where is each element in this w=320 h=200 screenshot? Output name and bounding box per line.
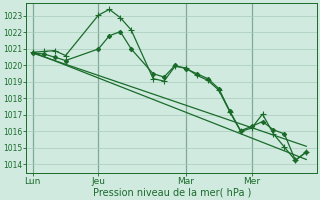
X-axis label: Pression niveau de la mer( hPa ): Pression niveau de la mer( hPa ) [92,187,251,197]
